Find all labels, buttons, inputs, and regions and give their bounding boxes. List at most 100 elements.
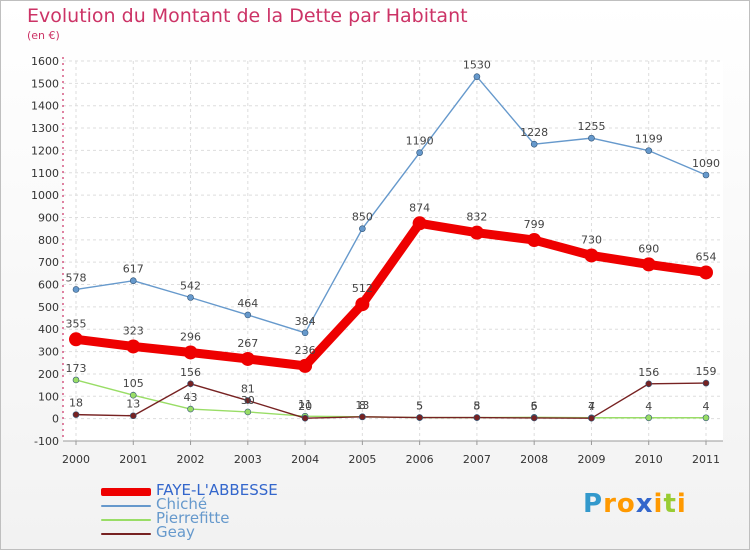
chart-subtitle: (en €) [27,29,60,42]
data-label: 296 [180,330,201,343]
data-label: 11 [298,398,312,411]
data-point [298,358,313,373]
data-point [301,329,309,337]
logo-letter: i [653,489,664,519]
data-point [702,379,710,387]
logo-letter: x [635,489,654,519]
data-label: 874 [409,201,430,214]
x-tick-label: 2005 [348,453,376,466]
y-tick-label: 1200 [31,144,59,157]
data-point [129,412,137,420]
logo-letter: i [676,489,687,519]
data-label: 1530 [463,59,491,72]
data-point [72,411,80,418]
y-tick-label: 900 [38,211,59,224]
data-label: 81 [241,383,255,396]
data-point [301,414,309,422]
data-label: 832 [466,211,487,224]
data-label: 173 [66,362,87,375]
data-label: 850 [352,211,373,224]
x-tick-label: 2010 [635,453,663,466]
data-label: 5 [531,400,538,413]
data-label: 1255 [577,120,605,133]
logo-letter: o [616,489,636,519]
y-tick-label: 1600 [31,55,59,68]
y-tick-label: 1300 [31,122,59,135]
x-tick-label: 2009 [577,453,605,466]
data-point [416,149,423,156]
data-point [359,225,366,232]
chart-title: Evolution du Montant de la Dette par Hab… [27,5,468,27]
data-point [244,408,252,416]
data-point [244,397,252,404]
data-point [72,286,80,293]
data-point [244,311,252,319]
data-label: 5 [416,400,423,413]
data-label: 4 [645,400,652,413]
data-point [183,345,198,360]
data-label: 18 [69,397,83,410]
data-label: 464 [237,297,258,310]
data-point [530,414,538,422]
series-line [75,75,707,334]
data-point [641,257,656,272]
y-tick-label: 300 [38,346,59,359]
data-point [72,376,80,384]
data-point [588,134,595,142]
data-label: 236 [295,344,316,357]
data-label: 1190 [406,135,434,148]
data-label: 799 [524,218,545,231]
data-label: 730 [581,233,602,246]
legend-swatch [101,533,151,535]
data-label: 267 [237,337,258,350]
data-point [126,339,141,354]
data-point [187,380,194,388]
data-label: 43 [184,391,198,404]
data-label: 542 [180,279,201,292]
data-point [187,405,194,413]
y-tick-label: -100 [34,435,59,448]
data-point [416,414,423,421]
data-point [129,391,137,399]
x-tick-label: 2008 [520,453,548,466]
data-point [69,332,83,347]
x-tick-label: 2001 [119,453,147,466]
legend-swatch [101,488,151,496]
data-point [645,147,653,154]
data-label: 8 [359,399,366,412]
y-tick-label: 1100 [31,167,59,180]
data-point [412,216,427,231]
data-label: 323 [123,324,144,337]
data-point [527,233,542,248]
data-label: 156 [180,366,201,379]
data-point [187,294,194,301]
data-point [129,277,137,285]
data-label: 4 [588,400,595,413]
logo-letter: P [583,489,604,519]
y-tick-label: 0 [52,413,59,426]
data-label: 1090 [692,157,720,170]
data-label: 159 [696,365,717,378]
data-point [645,380,653,388]
y-tick-label: 800 [38,234,59,247]
data-label: 654 [696,250,717,263]
legend-label: Chiché [156,495,208,513]
y-tick-label: 400 [38,323,59,336]
y-tick-label: 1500 [31,77,59,90]
data-point [240,351,255,366]
data-label: 8 [473,400,480,413]
series-line [71,218,711,371]
data-label: 578 [66,271,87,284]
data-point [530,140,538,148]
x-tick-label: 2004 [291,453,319,466]
legend-swatch [101,519,151,521]
data-point [588,414,595,422]
data-point [473,73,481,80]
data-label: 1228 [520,126,548,139]
data-label: 512 [352,282,373,295]
data-label: 617 [123,263,144,276]
legend-label: Pierrefitte [156,509,230,527]
data-label: 13 [355,399,369,412]
